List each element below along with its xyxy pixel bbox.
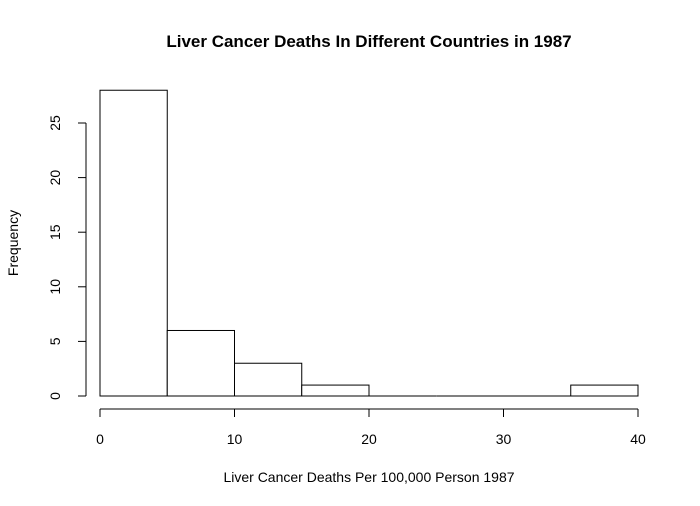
y-tick-label: 5 bbox=[47, 337, 63, 345]
histogram-bar bbox=[234, 362, 303, 397]
y-tick-label: 25 bbox=[47, 115, 63, 131]
y-tick-label: 10 bbox=[47, 279, 63, 295]
y-tick-label: 0 bbox=[47, 392, 63, 400]
chart-title: Liver Cancer Deaths In Different Countri… bbox=[166, 32, 571, 51]
x-tick-label: 30 bbox=[496, 431, 512, 447]
y-tick-label: 20 bbox=[47, 170, 63, 186]
histogram-bar bbox=[570, 384, 639, 397]
histogram-bar bbox=[99, 89, 168, 397]
x-axis-label: Liver Cancer Deaths Per 100,000 Person 1… bbox=[223, 469, 514, 485]
histogram-bar bbox=[166, 329, 235, 397]
bars-group bbox=[99, 89, 639, 397]
x-tick-label: 40 bbox=[630, 431, 646, 447]
y-axis: 0 5 10 15 20 25 bbox=[47, 115, 87, 400]
x-tick-label: 20 bbox=[361, 431, 377, 447]
x-tick-label: 10 bbox=[227, 431, 243, 447]
x-tick-label: 0 bbox=[96, 431, 104, 447]
y-tick-label: 15 bbox=[47, 224, 63, 240]
y-axis-label: Frequency bbox=[5, 210, 21, 276]
histogram-bar bbox=[301, 384, 370, 397]
x-axis: 0 10 20 30 40 bbox=[96, 408, 646, 447]
